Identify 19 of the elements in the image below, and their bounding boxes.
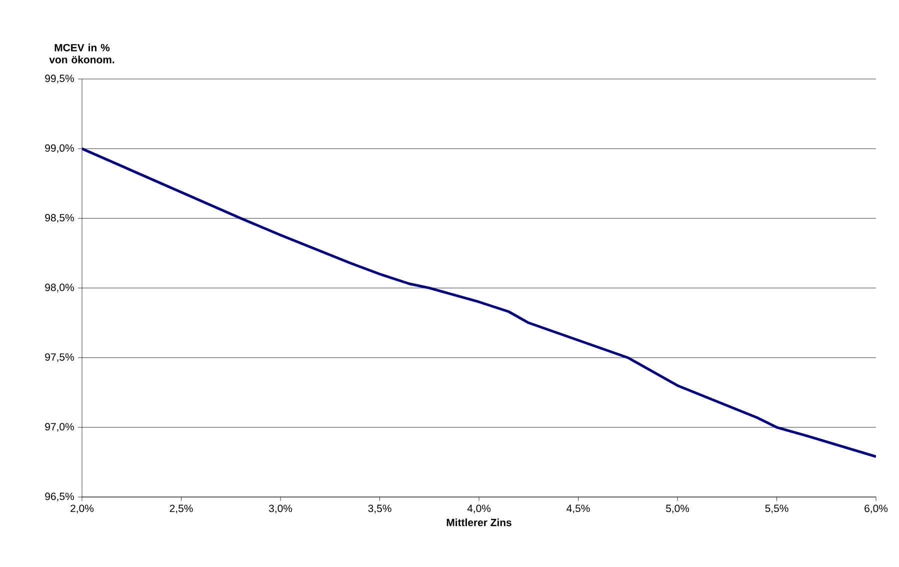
x-tick-label: 6,0% bbox=[864, 504, 888, 514]
y-tick-label: 98,0% bbox=[45, 284, 74, 292]
y-tick-label: 96,5% bbox=[45, 492, 74, 502]
x-tick-label: 4,5% bbox=[566, 504, 590, 514]
x-tick-label: 5,0% bbox=[666, 504, 690, 514]
x-tick-label: 4,0% bbox=[467, 504, 491, 514]
x-axis-title: Mittlerer Zins bbox=[446, 518, 512, 526]
x-tick-label: 5,5% bbox=[765, 504, 788, 514]
x-tick-label: 3,0% bbox=[268, 504, 292, 514]
y-axis-title: MCEV in % von ökonom. bbox=[49, 44, 114, 64]
y-tick-label: 99,5% bbox=[45, 74, 74, 84]
x-tick-label: 2,0% bbox=[70, 504, 94, 514]
line-series bbox=[82, 147, 876, 458]
y-tick-label: 99,0% bbox=[45, 144, 74, 153]
x-tick-label: 3,5% bbox=[368, 504, 392, 514]
x-tick-label: 2,5% bbox=[170, 504, 193, 514]
y-tick-label: 97,5% bbox=[45, 353, 74, 362]
y-tick-label: 97,0% bbox=[45, 423, 74, 432]
y-tick-label: 98,5% bbox=[45, 214, 74, 223]
